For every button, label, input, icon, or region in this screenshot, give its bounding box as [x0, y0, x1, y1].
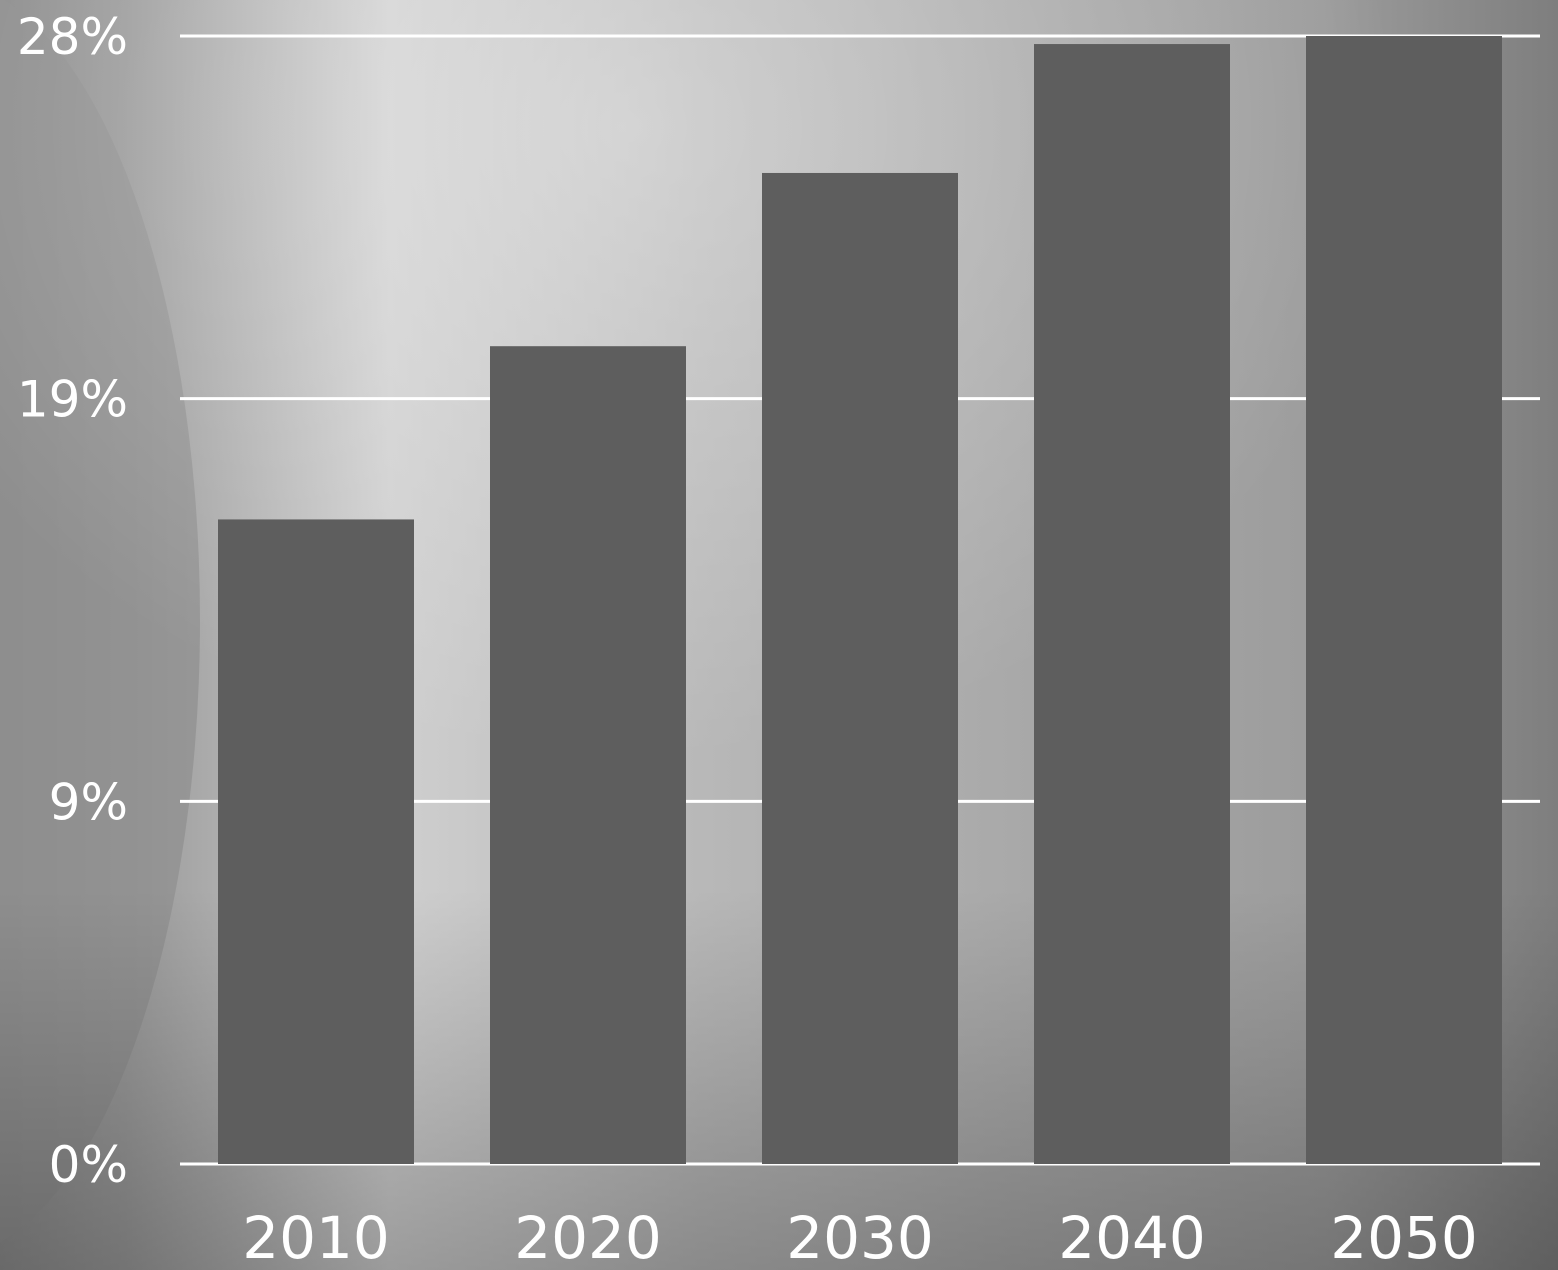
bar-2030 [762, 172, 958, 1164]
y-tick-label: 28% [17, 8, 128, 66]
y-tick-label: 19% [17, 371, 128, 429]
x-axis-categories: 2010 2020 2030 2040 2050 [242, 1204, 1478, 1270]
y-tick-label: 9% [49, 773, 128, 831]
x-category-label: 2010 [242, 1204, 390, 1270]
y-tick-label: 0% [49, 1136, 128, 1194]
bar-2040 [1034, 44, 1230, 1165]
bars [218, 36, 1502, 1165]
x-category-label: 2030 [786, 1204, 934, 1270]
x-category-label: 2020 [514, 1204, 662, 1270]
x-category-label: 2050 [1330, 1204, 1478, 1270]
y-axis-ticks: 0% 9% 19% 28% [17, 8, 128, 1194]
x-category-label: 2040 [1058, 1204, 1206, 1270]
bar-2020 [490, 346, 686, 1164]
bar-2050 [1306, 36, 1502, 1164]
bar-2010 [218, 519, 414, 1164]
